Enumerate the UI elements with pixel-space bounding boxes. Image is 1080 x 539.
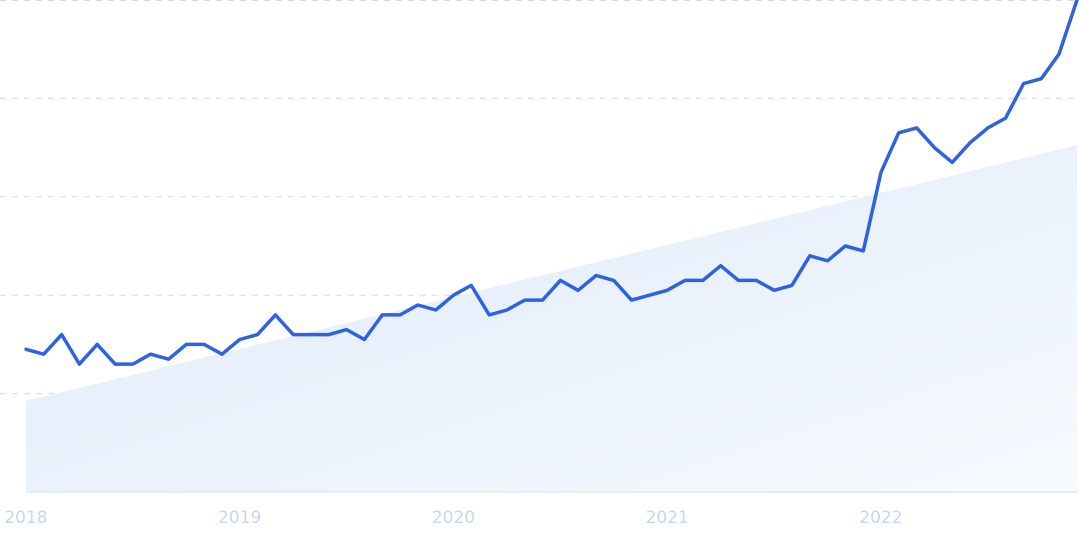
trend-area <box>26 145 1077 492</box>
x-tick-label-2018: 2018 <box>4 508 47 528</box>
x-tick-label-2021: 2021 <box>646 508 689 528</box>
series-line-1 <box>24 0 1079 366</box>
x-axis: 2018 2019 2020 2021 2022 <box>4 508 902 528</box>
series-layer <box>24 0 1079 366</box>
x-tick-label-2022: 2022 <box>859 508 902 528</box>
x-tick-label-2020: 2020 <box>432 508 475 528</box>
trend-area-layer <box>26 145 1077 493</box>
x-tick-label-2019: 2019 <box>218 508 261 528</box>
